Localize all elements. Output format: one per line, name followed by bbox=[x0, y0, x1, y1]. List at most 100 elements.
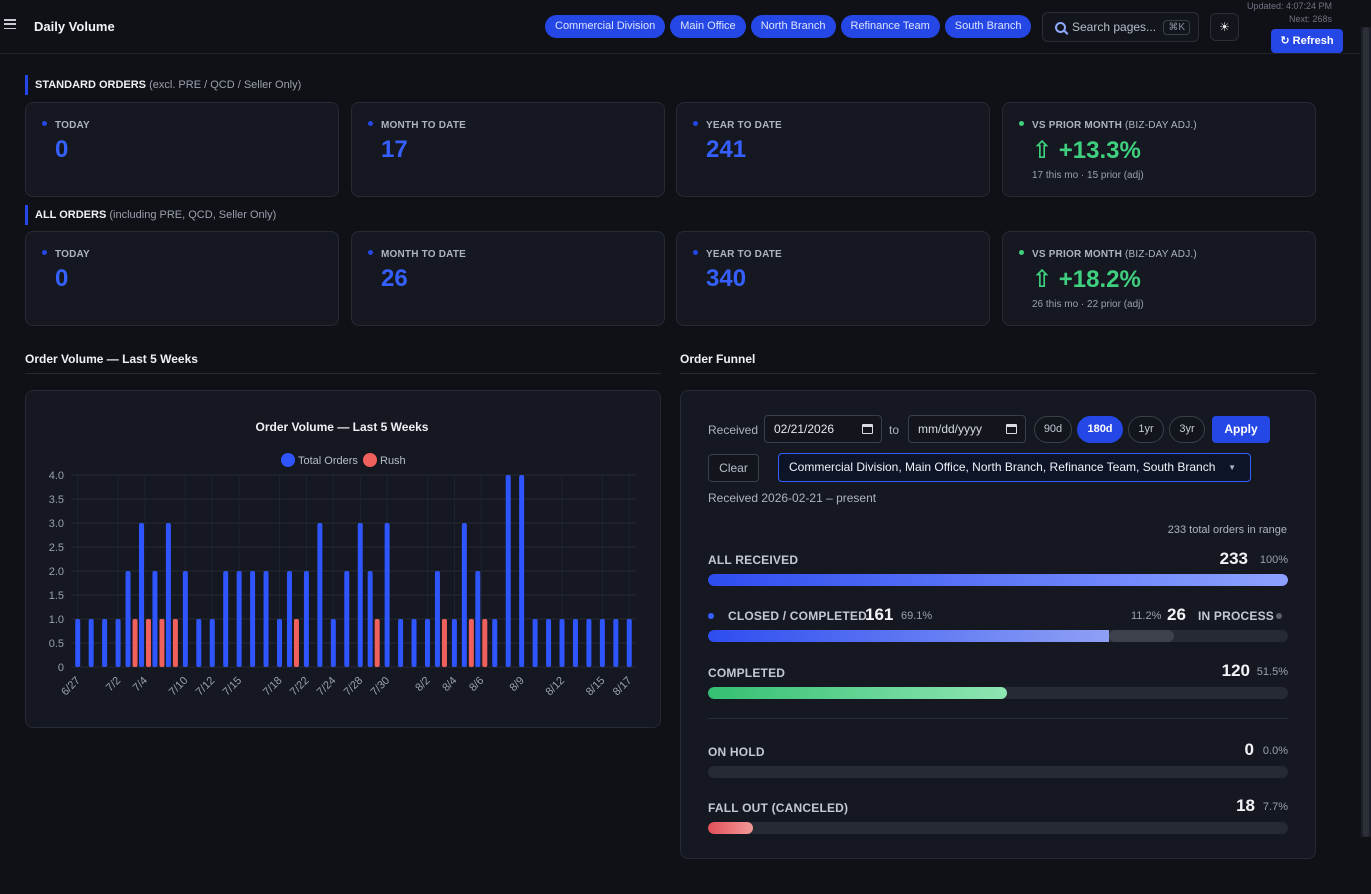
rush-bar bbox=[132, 619, 138, 667]
total-orders-bar bbox=[367, 571, 373, 667]
total-orders-bar bbox=[599, 619, 605, 667]
total-orders-bar bbox=[88, 619, 94, 667]
closed-bar-fill bbox=[708, 630, 1109, 642]
standard-mtd-card: MONTH TO DATE 17 bbox=[351, 102, 665, 197]
stat-dot bbox=[1019, 250, 1024, 255]
received-bar-fill bbox=[708, 574, 1288, 586]
stat-value: 26 bbox=[381, 265, 408, 292]
on-hold-row-label: ON HOLD bbox=[708, 745, 765, 759]
refresh-button[interactable]: ↻ Refresh bbox=[1271, 29, 1343, 53]
total-orders-bar bbox=[263, 571, 269, 667]
closed-bar-track bbox=[708, 630, 1288, 642]
stat-value: 0 bbox=[55, 136, 69, 163]
volume-chart-panel: Order Volume — Last 5 Weeks Total Orders R… bbox=[25, 390, 661, 728]
branch-select[interactable]: Commercial Division, Main Office, North … bbox=[778, 453, 1251, 482]
y-tick-label: 4.0 bbox=[49, 470, 64, 482]
stat-dot bbox=[368, 250, 373, 255]
total-orders-bar bbox=[586, 619, 592, 667]
total-orders-bar bbox=[411, 619, 417, 667]
chart-title: Order Volume — Last 5 Weeks bbox=[256, 420, 429, 434]
x-tick-label: 7/22 bbox=[288, 675, 312, 699]
y-tick-label: 2.0 bbox=[49, 566, 64, 578]
chip-north-branch[interactable]: North Branch bbox=[750, 15, 836, 38]
calendar-icon[interactable] bbox=[1006, 424, 1017, 434]
from-date-input[interactable]: 02/21/2026 bbox=[764, 415, 882, 443]
scrollbar-thumb[interactable] bbox=[1363, 27, 1369, 837]
total-orders-bar bbox=[236, 571, 242, 667]
range-3yr-button[interactable]: 3yr bbox=[1169, 416, 1205, 443]
total-orders-bar bbox=[152, 571, 158, 667]
next-refresh: Next: 268s bbox=[1288, 14, 1332, 24]
x-tick-label: 7/12 bbox=[194, 675, 218, 699]
x-tick-label: 7/18 bbox=[261, 675, 285, 699]
completed-row-percent: 51.5% bbox=[1256, 666, 1288, 678]
total-orders-note: 233 total orders in range bbox=[1167, 524, 1287, 536]
chip-commercial-division[interactable]: Commercial Division bbox=[545, 15, 666, 38]
x-tick-label: 8/12 bbox=[544, 675, 568, 699]
x-tick-label: 8/15 bbox=[584, 675, 608, 699]
chevron-down-icon: ▼ bbox=[1228, 463, 1236, 472]
scrollbar[interactable] bbox=[1361, 27, 1371, 837]
total-orders-bar bbox=[424, 619, 430, 667]
stat-value: 0 bbox=[55, 265, 69, 292]
stat-label: MONTH TO DATE bbox=[381, 249, 467, 260]
page-title: Daily Volume bbox=[34, 19, 115, 34]
x-tick-label: 8/17 bbox=[611, 675, 635, 699]
rush-bar bbox=[293, 619, 299, 667]
rush-bar bbox=[172, 619, 178, 667]
standard-vs-prior-card: VS PRIOR MONTH (BIZ-DAY ADJ.) ⇧ +13.3% 1… bbox=[1002, 102, 1316, 197]
on-hold-row-percent: 0.0% bbox=[1262, 745, 1288, 757]
total-orders-bar bbox=[559, 619, 565, 667]
total-orders-bar bbox=[613, 619, 619, 667]
standard-orders-title: STANDARD ORDERS bbox=[35, 79, 147, 91]
total-orders-bar bbox=[461, 523, 467, 667]
apply-button[interactable]: Apply bbox=[1212, 416, 1270, 443]
rush-bar bbox=[482, 619, 488, 667]
total-orders-bar bbox=[125, 571, 131, 667]
x-tick-label: 8/9 bbox=[507, 675, 526, 694]
in-process-value: 26 bbox=[1167, 605, 1186, 624]
rush-bar bbox=[159, 619, 165, 667]
total-orders-bar bbox=[546, 619, 552, 667]
closed-row-label: CLOSED / COMPLETED bbox=[728, 609, 867, 623]
total-orders-bar bbox=[519, 475, 525, 667]
x-tick-label: 7/30 bbox=[369, 675, 393, 699]
received-row-label: ALL RECEIVED bbox=[708, 553, 799, 567]
in-process-dot bbox=[1276, 613, 1282, 619]
total-orders-bar bbox=[209, 619, 215, 667]
on-hold-row-value: 0 bbox=[1244, 740, 1254, 759]
range-90d-button[interactable]: 90d bbox=[1034, 416, 1072, 443]
clear-button[interactable]: Clear bbox=[708, 454, 759, 482]
chip-refinance-team[interactable]: Refinance Team bbox=[840, 15, 940, 38]
theme-toggle-button[interactable]: ☀ bbox=[1210, 13, 1239, 41]
range-1yr-button[interactable]: 1yr bbox=[1128, 416, 1164, 443]
stat-change-value: ⇧ +13.3% bbox=[1032, 137, 1141, 164]
y-tick-label: 1.5 bbox=[49, 590, 64, 602]
branch-chips: Commercial Division Main Office North Br… bbox=[545, 15, 1032, 38]
all-orders-title: ALL ORDERS bbox=[35, 209, 107, 221]
total-orders-bar bbox=[451, 619, 457, 667]
volume-panel-divider bbox=[25, 373, 661, 374]
completed-bar-fill bbox=[708, 687, 1007, 699]
top-bar: Daily Volume Commercial Division Main Of… bbox=[0, 0, 1360, 54]
total-orders-bar bbox=[398, 619, 404, 667]
branch-select-value: Commercial Division, Main Office, North … bbox=[789, 460, 1216, 474]
on-hold-bar-track bbox=[708, 766, 1288, 778]
search-input[interactable]: Search pages... ⌘K bbox=[1042, 12, 1199, 42]
total-orders-bar bbox=[626, 619, 632, 667]
stat-note: 17 this mo · 15 prior (adj) bbox=[1032, 170, 1144, 181]
closed-dot bbox=[708, 613, 714, 619]
chip-south-branch[interactable]: South Branch bbox=[944, 15, 1032, 38]
closed-row-percent: 69.1% bbox=[901, 610, 933, 622]
completed-row-label: COMPLETED bbox=[708, 666, 786, 680]
range-180d-button[interactable]: 180d bbox=[1077, 416, 1123, 443]
calendar-icon[interactable] bbox=[862, 424, 873, 434]
chip-main-office[interactable]: Main Office bbox=[670, 15, 746, 38]
stat-value: 241 bbox=[706, 136, 747, 163]
vs-label: VS PRIOR MONTH bbox=[1032, 120, 1123, 131]
total-orders-bar bbox=[250, 571, 256, 667]
menu-icon[interactable] bbox=[4, 19, 16, 29]
to-date-input[interactable]: mm/dd/yyyy bbox=[908, 415, 1026, 443]
stat-change-value: ⇧ +18.2% bbox=[1032, 266, 1141, 293]
stat-dot bbox=[693, 250, 698, 255]
